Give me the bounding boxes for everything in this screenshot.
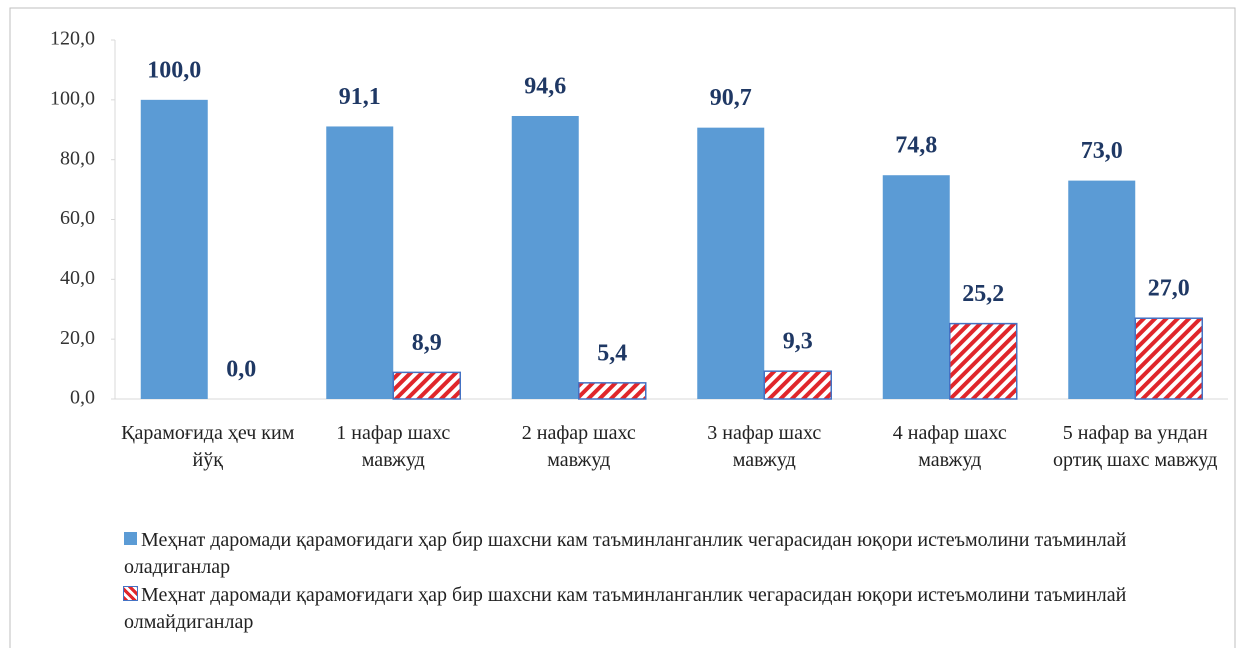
y-tick-label: 60,0 <box>60 207 95 229</box>
bar <box>392 371 461 400</box>
y-tick-label: 80,0 <box>60 147 95 169</box>
value-label: 25,2 <box>962 281 1004 307</box>
y-tick-label: 120,0 <box>50 28 95 50</box>
value-label: 74,8 <box>895 133 937 159</box>
legend-swatch <box>123 586 138 601</box>
bar <box>140 99 208 399</box>
value-label: 91,1 <box>339 84 381 110</box>
legend-entry: Меҳнат даромади қарамоғидаги ҳар бир шах… <box>123 582 1204 636</box>
y-tick-label: 0,0 <box>70 387 95 409</box>
x-tick-label: 4 нафар шахс мавжуд <box>892 422 1007 471</box>
bar <box>697 127 765 400</box>
value-label: 90,7 <box>710 85 752 111</box>
legend-swatch <box>124 532 137 545</box>
value-label: 0,0 <box>226 357 256 383</box>
x-tick-label: 3 нафар шахс мавжуд <box>707 422 822 471</box>
value-label: 100,0 <box>147 57 201 83</box>
y-tick-label: 40,0 <box>60 267 95 289</box>
x-tick-label: 1 нафар шахс мавжуд <box>336 422 451 471</box>
value-label: 73,0 <box>1081 138 1123 164</box>
legend-entry: Меҳнат даромади қарамоғидаги ҳар бир шах… <box>124 527 1204 581</box>
bar <box>763 370 832 400</box>
bar <box>511 115 579 399</box>
y-tick-label: 100,0 <box>50 87 95 109</box>
bar <box>1134 317 1203 400</box>
bar <box>578 382 647 400</box>
x-tick-label: Қарамоғида ҳеч ким йўқ <box>121 422 295 471</box>
x-tick-label: 2 нафар шахс мавжуд <box>521 422 636 471</box>
bar <box>882 175 950 399</box>
chart-border <box>9 7 1236 648</box>
value-label: 27,0 <box>1148 276 1190 302</box>
legend-label: Меҳнат даромади қарамоғидаги ҳар бир шах… <box>124 584 1127 633</box>
bar <box>1068 180 1136 399</box>
value-label: 94,6 <box>524 73 566 99</box>
x-tick-label: 5 нафар ва ундан ортиқ шахс мавжуд <box>1053 422 1218 471</box>
legend-label: Меҳнат даромади қарамоғидаги ҳар бир шах… <box>124 529 1127 578</box>
bar <box>949 322 1018 400</box>
value-label: 5,4 <box>597 340 627 366</box>
value-label: 9,3 <box>783 329 813 355</box>
y-tick-label: 20,0 <box>60 327 95 349</box>
value-label: 8,9 <box>412 330 442 356</box>
bar <box>326 126 394 399</box>
